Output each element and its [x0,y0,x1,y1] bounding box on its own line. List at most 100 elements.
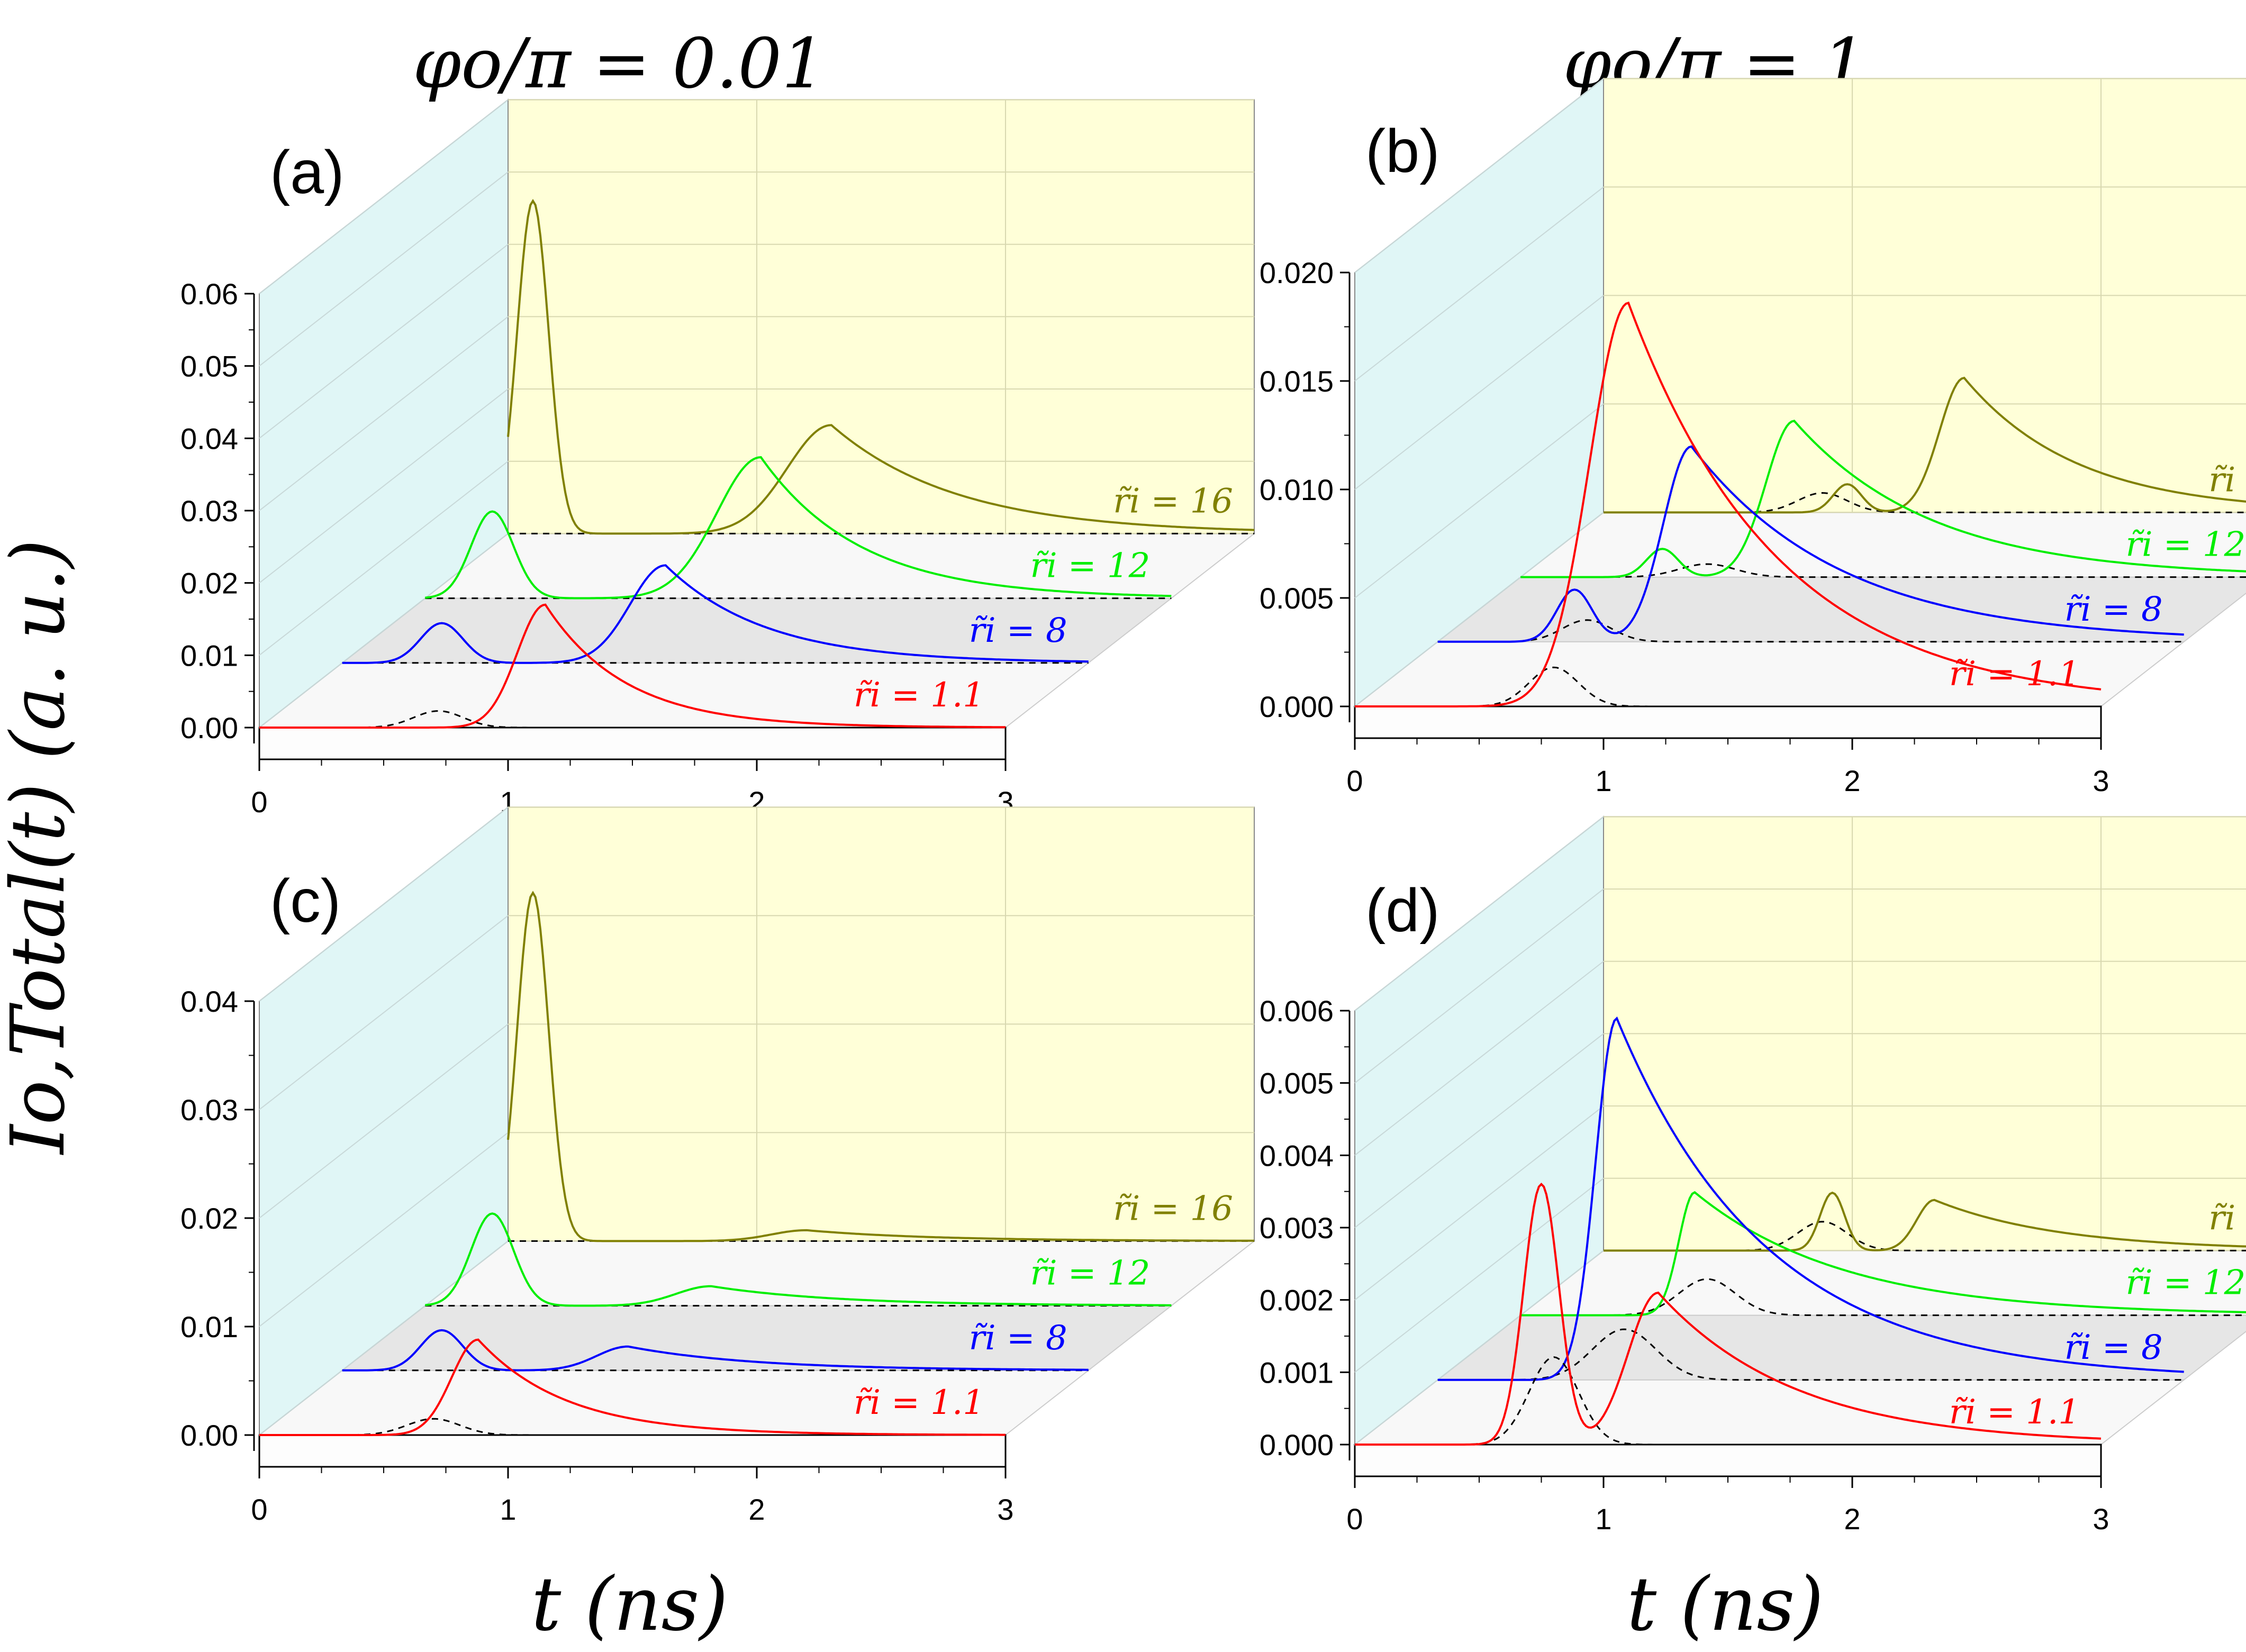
panel-label: (d) [1365,877,1440,945]
y-tick-label: 0.001 [1260,1356,1334,1389]
side-grid-line [259,99,509,294]
side-grid-line [1354,403,1604,598]
reference-line-r8 [1437,1328,2184,1381]
series-line-r12 [425,456,1172,600]
x-tick-label: 0 [1346,764,1363,797]
panel-c: 0.00 0.01 0.02 0.03 0.04 0 1 2 3 (c) r̃i = 16 r̃i =… [180,806,1256,1526]
side-grid-line [259,243,509,439]
side-grid-line [1354,1250,1604,1445]
series-line-r16 [1604,376,2246,514]
series-line-r8 [342,1329,1089,1372]
y-tick-label: 0.02 [180,1202,238,1235]
legend-label-r12: r̃i = 12 [1030,1254,1151,1293]
legend-label-r16: r̃i = 16 [1113,1189,1233,1228]
side-grid-line [259,533,509,728]
x-tick-label: 0 [1346,1502,1363,1536]
x-axis-title-left: t (ns) [531,1562,728,1648]
side-grid-line [1354,960,1604,1156]
y-tick-label: 0.04 [180,985,238,1018]
floor-front-face [258,727,1007,760]
y-tick-label: 0.002 [1260,1284,1334,1317]
side-grid-line [259,460,509,656]
side-grid-line [259,1132,509,1327]
side-grid-line [1354,816,1604,1011]
series-line-r16 [1604,1191,2246,1252]
legend-label-r12: r̃i = 12 [2126,1264,2246,1303]
x-tick-label: 0 [251,785,267,819]
reference-line-r1 [1355,666,2101,707]
legend-label-r8: r̃i = 8 [969,611,1067,650]
x-tick-label: 3 [2093,764,2109,797]
panel-label: (a) [270,139,345,206]
series-line-r8 [342,564,1089,664]
legend-label-r8: r̃i = 8 [2064,590,2163,629]
side-grid-line [259,1023,509,1219]
series-line-r1 [1355,301,2102,707]
y-tick-label: 0.006 [1260,994,1334,1028]
y-tick-label: 0.03 [180,494,238,528]
left-column-title: φo/π = 0.01 [413,23,826,104]
side-grid-line [1354,1105,1604,1301]
x-tick-label: 3 [2093,1502,2109,1536]
y-tick-label: 0.00 [180,1419,238,1452]
reference-line-r16 [1604,1221,2246,1251]
y-tick-label: 0.01 [180,639,238,672]
reference-line-r1 [259,710,1006,729]
y-tick-label: 0.000 [1260,1428,1334,1462]
reference-line-r8 [1437,619,2184,643]
panels: 0.00 0.01 0.02 0.03 0.04 0.05 0.06 0 1 2 3 (a) r̃i =… [180,77,2246,1536]
legend-label-r1: r̃i = 1.1 [1949,655,2080,694]
x-tick-label: 3 [997,1493,1013,1526]
panel-a: 0.000.010.020.030.040.050.060 1 2 3(a)r̃i =… [180,98,1256,819]
side-grid-line [259,171,509,367]
y-tick-label: 0.03 [180,1093,238,1127]
y-tick-label: 0.020 [1260,256,1334,289]
floor-front-face [1354,1444,2102,1477]
y-tick-label: 0.005 [1260,582,1334,615]
x-tick-label: 2 [748,1493,765,1526]
series-line-r8 [1437,445,2184,643]
y-tick-label: 0.05 [180,350,238,383]
side-grid-line [1354,888,1604,1084]
legend-label-r1: r̃i = 1.1 [854,676,984,715]
side-grid-line [1354,1033,1604,1228]
y-axis-title: Io,Total(t) (a. u.) [0,539,81,1156]
side-grid-line [259,1240,509,1436]
legend-label-r16: r̃i = 16 [1113,482,1233,521]
side-grid-line [1354,78,1604,273]
series-line-r16 [507,891,1254,1242]
y-tick-label: 0.000 [1260,690,1334,723]
panel-b: 0.000 0.005 0.010 0.015 0.020 0 1 2 3 (b) r̃i = 16… [1260,77,2246,797]
legend-label-r1: r̃i = 1.1 [854,1383,984,1422]
x-tick-label: 1 [1595,764,1611,797]
panel-d: 0.000 0.001 0.002 0.003 0.004 0.005 0.006 0 1 2 3 (… [1260,815,2246,1536]
side-grid-line [1354,295,1604,490]
x-tick-label: 0 [251,1493,267,1526]
legend-label-r16: r̃i = 16 [2208,1199,2246,1238]
series-line-r16 [507,198,1255,535]
y-tick-label: 0.06 [180,277,238,311]
legend-label-r1: r̃i = 1.1 [1949,1393,2080,1432]
side-grid-line [1354,186,1604,382]
y-tick-label: 0.02 [180,567,238,600]
reference-line-r12 [1520,1278,2246,1317]
legend-label-r8: r̃i = 8 [969,1319,1067,1358]
reference-line-r12 [1520,563,2246,578]
y-tick-label: 0.003 [1260,1211,1334,1245]
y-tick-label: 0.01 [180,1310,238,1344]
y-tick-label: 0.010 [1260,473,1334,506]
x-tick-label: 1 [500,1493,516,1526]
panel-label: (b) [1365,117,1440,185]
side-grid-line [259,316,509,511]
y-tick-label: 0.04 [180,422,238,455]
series-line-r12 [1520,420,2246,578]
side-grid-line [1354,512,1604,707]
side-grid-line [259,806,509,1002]
panel-label: (c) [270,867,341,935]
series-line-r1 [259,603,1006,729]
legend-label-r16: r̃i = 16 [2208,460,2246,500]
x-axis-title-right: t (ns) [1627,1562,1824,1648]
series-line-r1 [259,1338,1006,1436]
series-line-r12 [1520,1191,2246,1317]
